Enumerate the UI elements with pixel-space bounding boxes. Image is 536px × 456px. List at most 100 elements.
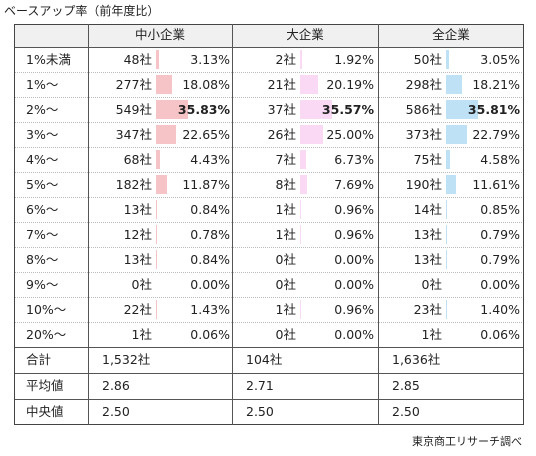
- count-cell: 190社: [405, 177, 442, 192]
- header-line: [14, 47, 524, 48]
- data-bar: [446, 100, 479, 119]
- count-cell: 0社: [421, 277, 442, 292]
- row-divider: [14, 272, 524, 273]
- row-divider: [14, 97, 524, 98]
- count-cell: 0社: [275, 327, 296, 342]
- row-divider: [14, 322, 524, 323]
- percent-cell: 4.58%: [480, 152, 520, 167]
- data-bar: [156, 300, 158, 319]
- percent-cell: 6.73%: [334, 152, 374, 167]
- count-cell: 13社: [123, 202, 152, 217]
- data-bar: [156, 100, 189, 119]
- count-cell: 347社: [115, 127, 152, 142]
- count-cell: 182社: [115, 177, 152, 192]
- header-bg: [14, 24, 524, 47]
- percent-cell: 0.00%: [334, 277, 374, 292]
- percent-cell: 0.96%: [334, 202, 374, 217]
- row-divider: [14, 122, 524, 123]
- column-divider: [88, 24, 89, 425]
- count-cell: 2社: [275, 52, 296, 67]
- data-bar: [156, 150, 160, 169]
- percent-cell: 7.69%: [334, 177, 374, 192]
- data-bar: [300, 150, 307, 169]
- data-bar: [446, 175, 457, 194]
- row-divider: [14, 147, 524, 148]
- summary-cell: 2.50: [246, 404, 274, 419]
- percent-cell: 0.00%: [334, 252, 374, 267]
- data-bar: [300, 225, 301, 244]
- percent-cell: 18.08%: [182, 77, 230, 92]
- column-divider: [378, 24, 379, 425]
- percent-cell: 0.06%: [480, 327, 520, 342]
- percent-cell: 22.79%: [472, 127, 520, 142]
- summary-label: 平均値: [26, 378, 64, 393]
- summary-label: 中央値: [26, 404, 64, 419]
- summary-cell: 1,532社: [102, 352, 151, 367]
- count-cell: 1社: [421, 327, 442, 342]
- count-cell: 50社: [413, 52, 442, 67]
- count-cell: 22社: [123, 302, 152, 317]
- row-label: 5%～: [26, 177, 59, 192]
- data-bar: [300, 50, 302, 69]
- count-cell: 0社: [275, 252, 296, 267]
- summary-cell: 2.86: [102, 378, 130, 393]
- data-bar: [300, 100, 332, 119]
- count-cell: 373社: [405, 127, 442, 142]
- count-cell: 48社: [123, 52, 152, 67]
- summary-cell: 2.85: [392, 378, 420, 393]
- percent-cell: 0.00%: [334, 327, 374, 342]
- count-cell: 68社: [123, 152, 152, 167]
- row-label: 10%～: [26, 302, 67, 317]
- count-cell: 21社: [267, 77, 296, 92]
- count-cell: 0社: [131, 277, 152, 292]
- data-bar: [156, 50, 159, 69]
- percent-cell: 22.65%: [182, 127, 230, 142]
- count-cell: 75社: [413, 152, 442, 167]
- data-bar: [446, 200, 447, 219]
- row-divider: [14, 72, 524, 73]
- percent-cell: 0.78%: [190, 227, 230, 242]
- count-cell: 549社: [115, 102, 152, 117]
- data-bar: [156, 125, 177, 144]
- count-cell: 586社: [405, 102, 442, 117]
- count-cell: 26社: [267, 127, 296, 142]
- source: 東京商工リサーチ調べ: [412, 435, 522, 448]
- data-bar: [156, 225, 157, 244]
- count-cell: 1社: [275, 302, 296, 317]
- data-bar: [300, 200, 301, 219]
- data-bar: [446, 300, 448, 319]
- summary-cell: 2.50: [102, 404, 130, 419]
- data-bar: [156, 175, 167, 194]
- summary-cell: 2.50: [392, 404, 420, 419]
- percent-cell: 3.13%: [190, 52, 230, 67]
- data-bar: [446, 75, 463, 94]
- header-cell: 全企業: [432, 27, 470, 42]
- row-label: 3%～: [26, 127, 59, 142]
- row-label: 8%～: [26, 252, 59, 267]
- percent-cell: 35.83%: [177, 102, 230, 117]
- row-label: 6%～: [26, 202, 59, 217]
- data-bar: [446, 250, 447, 269]
- count-cell: 13社: [413, 252, 442, 267]
- percent-cell: 0.00%: [480, 277, 520, 292]
- header-cell: 中小企業: [134, 27, 185, 42]
- count-cell: 8社: [275, 177, 296, 192]
- percent-cell: 18.21%: [472, 77, 520, 92]
- percent-cell: 1.43%: [190, 302, 230, 317]
- percent-cell: 11.61%: [472, 177, 520, 192]
- row-divider: [14, 247, 524, 248]
- count-cell: 7社: [275, 152, 296, 167]
- row-divider: [14, 399, 524, 400]
- row-label: 2%～: [26, 102, 59, 117]
- percent-cell: 20.19%: [326, 77, 374, 92]
- row-label: 4%～: [26, 152, 59, 167]
- row-divider: [14, 347, 524, 348]
- row-label: 1%～: [26, 77, 59, 92]
- row-label: 7%～: [26, 227, 59, 242]
- row-label: 1%未満: [26, 52, 71, 67]
- row-label: 20%～: [26, 327, 67, 342]
- count-cell: 0社: [275, 277, 296, 292]
- data-bar: [300, 125, 323, 144]
- percent-cell: 0.84%: [190, 252, 230, 267]
